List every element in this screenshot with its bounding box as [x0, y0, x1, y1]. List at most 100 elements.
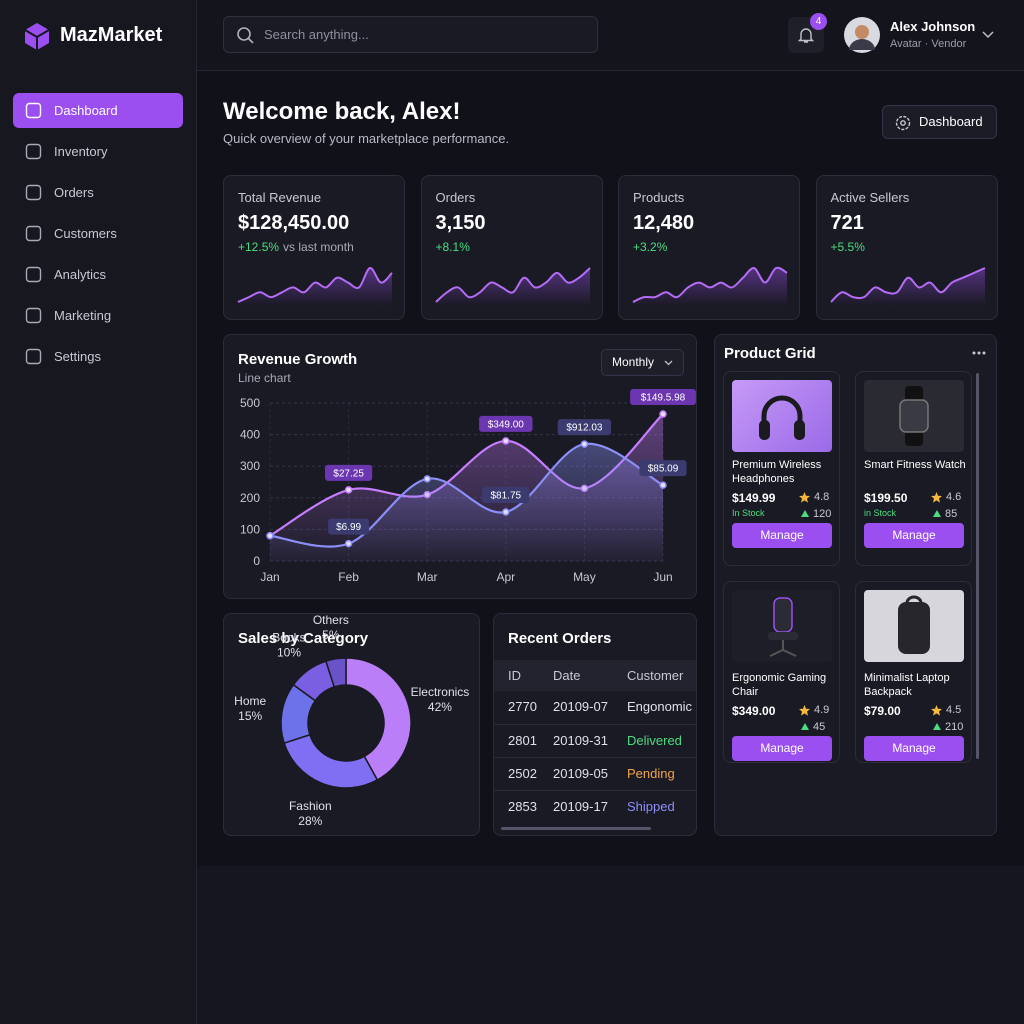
annotation: $912.03: [566, 423, 603, 434]
x-tick-label: Apr: [496, 570, 515, 584]
table-cell: 2801: [508, 733, 537, 748]
nav-icon-shape: [25, 184, 42, 201]
star-icon: [799, 705, 810, 716]
trend-icon: [801, 510, 809, 517]
period-dropdown[interactable]: Monthly: [601, 349, 684, 376]
triangle: [933, 723, 941, 730]
earcup: [794, 420, 805, 440]
nav-icon-shape: [25, 307, 42, 324]
kpi-change-row: +12.5% vs last month: [238, 240, 354, 254]
kpi-label: Total Revenue: [238, 190, 322, 205]
nav-item[interactable]: Orders: [13, 175, 183, 210]
more-menu: [972, 351, 986, 355]
table-row: 2770 20109-07 Engonomic: [494, 691, 696, 724]
sparkline-line: [434, 267, 591, 303]
product-rating: 4.6: [946, 491, 962, 503]
chart-subtitle: Line chart: [238, 371, 291, 385]
nav-item[interactable]: Inventory: [13, 134, 183, 169]
product-name: Smart Fitness Watch: [864, 459, 966, 471]
sparkline-area: [830, 268, 985, 306]
sparkline-area: [238, 267, 392, 306]
table-row: 2502 20109-05 Pending: [494, 757, 696, 790]
table-cell: Delivered: [627, 733, 682, 748]
nav-icon: [25, 348, 42, 365]
kpi-change: +12.5%: [238, 240, 280, 254]
bell-shape: [797, 28, 815, 43]
kpi-change-row: +5.5%: [831, 240, 865, 254]
gear-icon: [895, 115, 911, 131]
product-rating: 4.9: [814, 704, 830, 716]
product-card: Premium Wireless Headphones $149.99 4.8 In …: [723, 371, 840, 566]
kpi-value: $128,450.00: [238, 212, 350, 234]
nav-item[interactable]: Analytics: [13, 257, 183, 292]
data-point: [344, 539, 353, 548]
manage-button[interactable]: Manage: [732, 523, 832, 548]
line-chart: 0 100 200 300 400 500 Jan Feb Mar Apr May Jun $27.25…: [240, 389, 696, 584]
product-name: Minimalist Laptop Backpack: [864, 672, 950, 698]
manage-button[interactable]: Manage: [864, 736, 964, 761]
manage-button[interactable]: Manage: [732, 736, 832, 761]
annotation-bg: [557, 419, 612, 436]
manage-button[interactable]: Manage: [864, 523, 964, 548]
table-scrollbar: [501, 827, 651, 830]
product-reviews: 120: [813, 508, 832, 520]
sparkline: [237, 267, 393, 306]
kpi-label: Active Sellers: [830, 190, 910, 205]
watch-face: [899, 399, 929, 433]
product-card: Smart Fitness Watch $199.50 4.6 in Stock 85 M…: [855, 371, 972, 566]
x-tick-label: Jan: [260, 570, 279, 584]
product-price: $349.00: [732, 704, 776, 718]
segment-label: Books: [272, 631, 305, 645]
nav-item[interactable]: Customers: [13, 216, 183, 251]
product-rating: 4.8: [814, 491, 830, 503]
product-reviews: 45: [813, 721, 826, 733]
table-cell: 2853: [508, 799, 537, 814]
nav-icon-shape: [25, 266, 42, 283]
kpi-value: 3,150: [435, 212, 486, 234]
bell-icon: [797, 28, 815, 43]
kpi-note: vs last month: [283, 240, 354, 254]
series-line: [269, 442, 664, 548]
sparkline: [434, 267, 591, 306]
data-point: [580, 440, 589, 448]
table-cell: Shipped: [627, 799, 675, 814]
column-header: ID: [508, 668, 521, 683]
chair-base: [769, 640, 797, 657]
product-grid-title: Product Grid: [724, 345, 816, 362]
sidebar: MazMarket Dashboard Inventory Orders Custome…: [0, 0, 197, 1024]
kpi-change: +5.5%: [830, 240, 865, 254]
search-icon-shape: [237, 27, 251, 41]
data-point: [659, 481, 667, 489]
kpi-change-row: +3.2%: [633, 240, 667, 254]
notification-badge: 4: [810, 13, 827, 30]
triangle: [801, 723, 809, 730]
triangle: [801, 510, 809, 517]
avatar: [844, 17, 880, 53]
annotation-bg: [639, 460, 687, 477]
nav-label: Analytics: [54, 267, 107, 282]
nav-label: Settings: [54, 349, 101, 364]
donut-segment: [324, 657, 347, 688]
annotation-bg: [479, 415, 533, 432]
nav-item[interactable]: Marketing: [13, 298, 183, 333]
dashboard-button[interactable]: Dashboard: [882, 105, 997, 139]
nav-item[interactable]: Settings: [13, 339, 183, 374]
user-menu-chevron: [982, 31, 994, 39]
headphones: [761, 395, 803, 428]
chart-title: Sales by Category: [238, 630, 369, 647]
nav-icon: [25, 307, 42, 324]
kpi-label: Products: [633, 190, 685, 205]
segment-value: 15%: [238, 709, 262, 723]
table-row: 2853 20109-17 Shipped: [494, 790, 696, 823]
search-box[interactable]: Search anything...: [223, 16, 598, 53]
chevron: [664, 360, 673, 366]
data-point: [344, 486, 353, 494]
table-header: ID Date Customer: [494, 660, 696, 691]
gear-shape: [895, 115, 911, 131]
star: [799, 492, 810, 503]
star-icon: [931, 492, 942, 503]
sparkline-line: [237, 267, 393, 303]
page-title: Welcome back, Alex!: [223, 98, 461, 125]
nav-icon: [25, 102, 42, 119]
nav-item[interactable]: Dashboard: [13, 93, 183, 128]
